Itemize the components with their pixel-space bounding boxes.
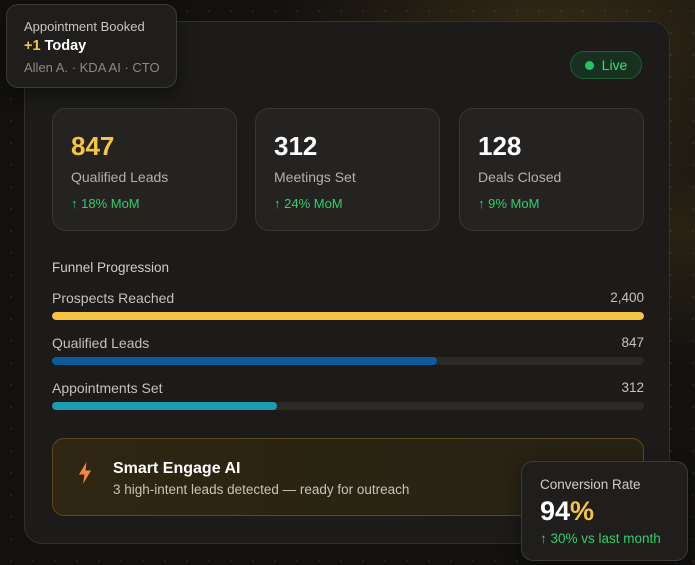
appointment-booked-toast[interactable]: Appointment Booked +1 Today Allen A. · K… <box>6 4 177 88</box>
funnel-row-label: Appointments Set <box>52 380 163 396</box>
funnel-row-label: Prospects Reached <box>52 290 175 306</box>
toast-title: Appointment Booked <box>24 19 145 34</box>
stat-change: ↑ 18% MoM <box>71 196 140 211</box>
stat-label: Meetings Set <box>274 169 356 185</box>
conversion-number: 94 <box>540 496 571 526</box>
live-status-badge: Live <box>570 51 642 79</box>
toast-meta: Allen A. · KDA AI · CTO <box>24 60 160 75</box>
stat-card-deals-closed: 128 Deals Closed ↑ 9% MoM <box>459 108 644 231</box>
stat-card-meetings-set: 312 Meetings Set ↑ 24% MoM <box>255 108 440 231</box>
stat-card-qualified-leads: 847 Qualified Leads ↑ 18% MoM <box>52 108 237 231</box>
toast-plus-count: +1 <box>24 38 41 54</box>
conversion-rate-card: Conversion Rate 94% ↑ 30% vs last month <box>521 461 688 561</box>
funnel-bar-track <box>52 357 644 365</box>
toast-main-text: Today <box>40 38 87 54</box>
funnel-row-value: 312 <box>621 380 644 395</box>
funnel-bar-fill <box>52 357 437 365</box>
conversion-label: Conversion Rate <box>540 477 641 492</box>
funnel-row-label: Qualified Leads <box>52 335 150 351</box>
conversion-value: 94% <box>540 496 594 527</box>
conversion-unit: % <box>570 496 595 526</box>
stat-label: Deals Closed <box>478 169 562 185</box>
funnel-bar-fill <box>52 402 277 410</box>
stat-value: 847 <box>71 131 115 161</box>
live-dot-icon <box>584 60 594 70</box>
funnel-bar-track <box>52 312 644 320</box>
stat-label: Qualified Leads <box>71 169 169 185</box>
funnel-title: Funnel Progression <box>52 260 170 275</box>
funnel-row-value: 2,400 <box>610 290 644 305</box>
stat-change: ↑ 9% MoM <box>478 196 540 211</box>
bolt-icon <box>79 462 91 484</box>
funnel-bar-fill <box>52 312 644 320</box>
toast-main: +1 Today <box>24 38 86 54</box>
conversion-change: ↑ 30% vs last month <box>540 531 661 546</box>
live-label: Live <box>601 57 628 73</box>
stat-change: ↑ 24% MoM <box>274 196 343 211</box>
ai-panel-title: Smart Engage AI <box>113 460 241 477</box>
funnel-row-value: 847 <box>621 335 644 350</box>
stat-value: 128 <box>478 131 522 161</box>
ai-panel-subtitle: 3 high-intent leads detected — ready for… <box>113 482 410 497</box>
dashboard-card: nboard Live 847 Qualified Leads ↑ 18% Mo… <box>24 21 670 544</box>
funnel-bar-track <box>52 402 644 410</box>
stat-value: 312 <box>274 131 318 161</box>
